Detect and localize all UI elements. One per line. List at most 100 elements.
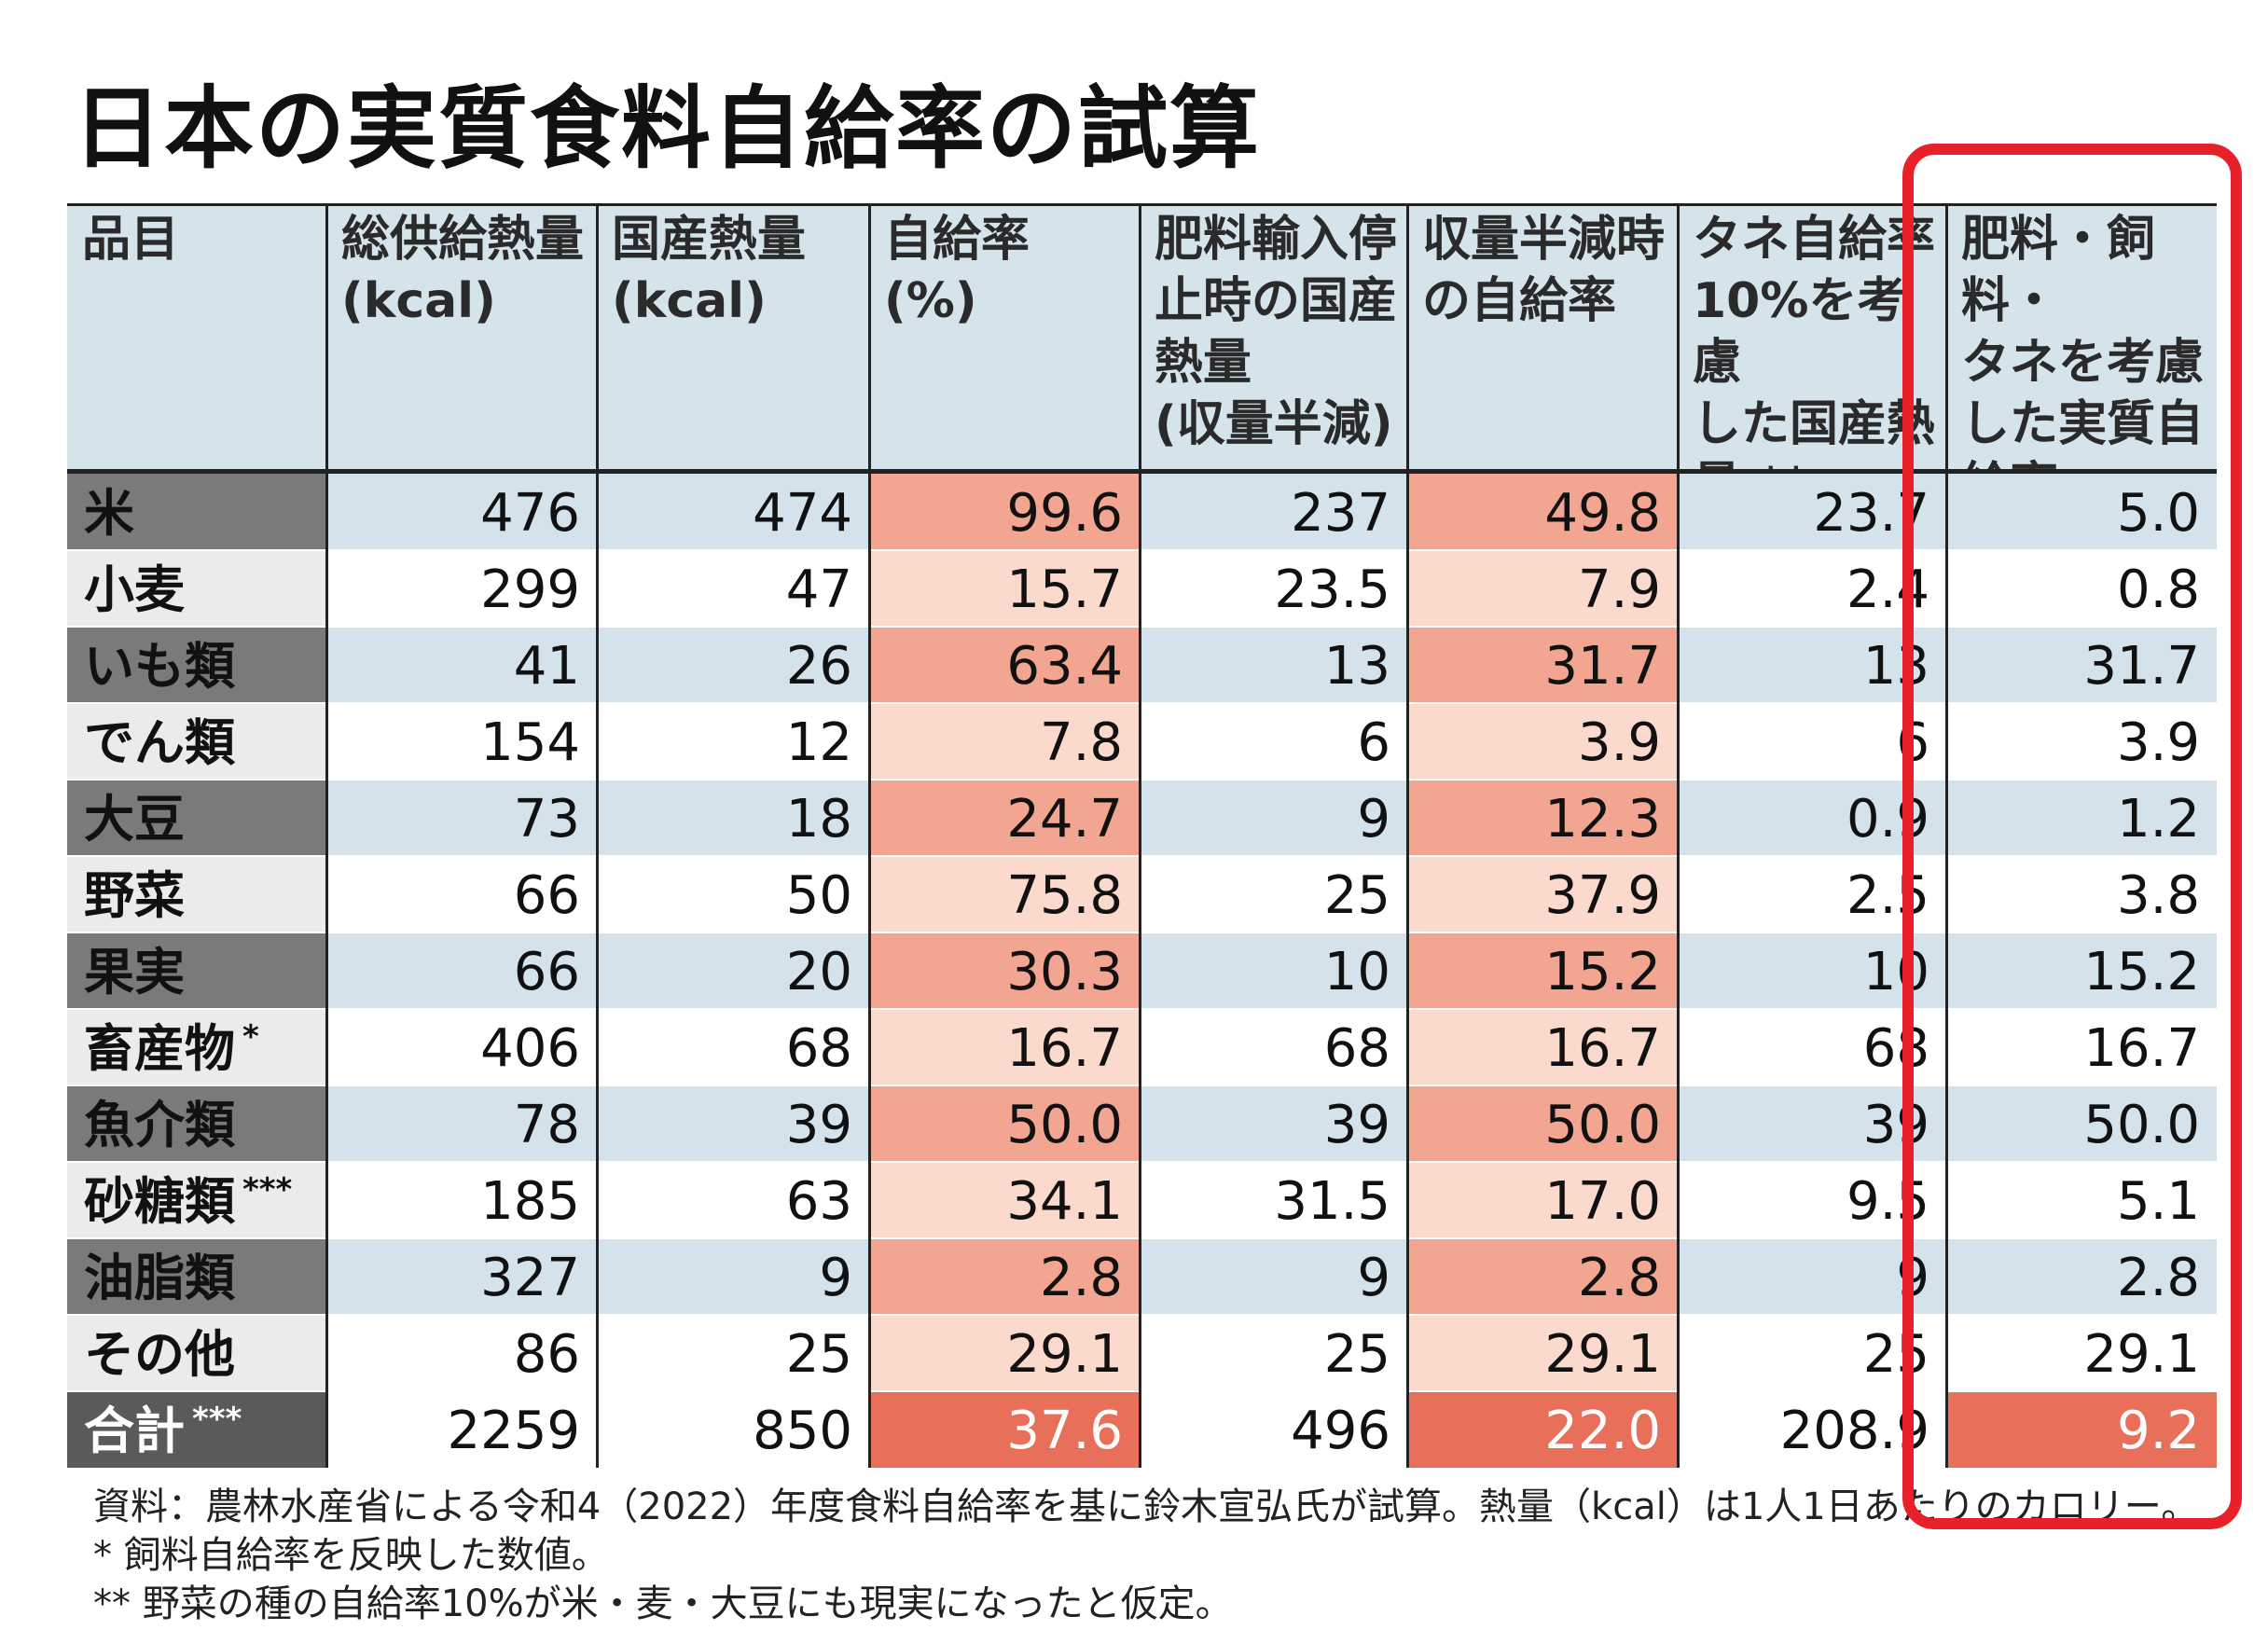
item-label: 油脂類 [84, 1249, 235, 1307]
item-name: 米 [67, 474, 326, 550]
rate-cell: 99.6 [869, 474, 1140, 550]
domestic-cell: 18 [597, 780, 869, 856]
total-supply-cell: 66 [326, 932, 597, 1009]
table-row: 小麦 299 47 15.7 23.5 7.9 2.4 0.8 [67, 550, 2217, 627]
table-row: 砂糖類 *** 185 63 34.1 31.5 17.0 9.5 5.1 [67, 1162, 2217, 1238]
item-label: 果実 [84, 943, 185, 1001]
table-row: 果実 66 20 30.3 10 15.2 10 15.2 [67, 932, 2217, 1009]
item-label: 砂糖類 [84, 1172, 235, 1231]
no-fertilizer-cell: 68 [1140, 1009, 1407, 1085]
item-name: でん類 [67, 703, 326, 780]
real-rate-cell: 5.1 [1946, 1162, 2217, 1238]
row-separator [67, 626, 2217, 628]
row-separator [67, 1237, 2217, 1239]
real-rate-cell: 2.8 [1946, 1238, 2217, 1315]
real-rate-cell: 9.2 [1946, 1391, 2217, 1468]
table-row: いも類 41 26 63.4 13 31.7 13 31.7 [67, 627, 2217, 703]
total-supply-cell: 476 [326, 474, 597, 550]
item-name: その他 [67, 1315, 326, 1391]
table-total-row: 合計 *** 2259 850 37.6 496 22.0 208.9 9.2 [67, 1391, 2217, 1468]
half-yield-rate-cell: 2.8 [1407, 1238, 1678, 1315]
no-fertilizer-cell: 9 [1140, 1238, 1407, 1315]
item-label: 合計 [84, 1402, 185, 1460]
total-supply-cell: 327 [326, 1238, 597, 1315]
item-label: 小麦 [84, 560, 185, 619]
half-yield-rate-cell: 15.2 [1407, 932, 1678, 1009]
row-separator [67, 779, 2217, 780]
domestic-cell: 39 [597, 1085, 869, 1162]
header-seed: タネ自給率 10%を考慮 した国産熱 量 ** [1693, 212, 1936, 514]
domestic-cell: 26 [597, 627, 869, 703]
item-name: 合計 *** [67, 1391, 326, 1468]
column-divider [868, 203, 871, 1468]
row-separator [67, 855, 2217, 857]
real-rate-cell: 16.7 [1946, 1009, 2217, 1085]
domestic-cell: 25 [597, 1315, 869, 1391]
total-supply-cell: 86 [326, 1315, 597, 1391]
seed-cell: 0.9 [1678, 780, 1946, 856]
rate-cell: 16.7 [869, 1009, 1140, 1085]
item-label: 野菜 [84, 866, 185, 925]
seed-cell: 2.5 [1678, 856, 1946, 932]
real-rate-cell: 1.2 [1946, 780, 2217, 856]
seed-cell: 13 [1678, 627, 1946, 703]
rate-cell: 30.3 [869, 932, 1140, 1009]
column-divider [596, 203, 599, 1468]
footnote-source: 資料：農林水産省による令和4（2022）年度食料自給率を基に鈴木宣弘氏が試算。熱… [93, 1485, 2199, 1528]
real-rate-cell: 3.8 [1946, 856, 2217, 932]
item-label: いも類 [84, 637, 235, 696]
domestic-cell: 12 [597, 703, 869, 780]
real-rate-highlight-box [1902, 144, 2242, 1529]
row-separator [67, 1314, 2217, 1316]
item-note-mark: * [242, 1018, 259, 1056]
total-supply-cell: 406 [326, 1009, 597, 1085]
table-row: 大豆 73 18 24.7 9 12.3 0.9 1.2 [67, 780, 2217, 856]
total-supply-cell: 2259 [326, 1391, 597, 1468]
no-fertilizer-cell: 13 [1140, 627, 1407, 703]
item-note-mark: *** [242, 1171, 293, 1209]
real-rate-cell: 5.0 [1946, 474, 2217, 550]
column-divider [1139, 203, 1141, 1468]
table-row: 油脂類 327 9 2.8 9 2.8 9 2.8 [67, 1238, 2217, 1315]
seed-cell: 68 [1678, 1009, 1946, 1085]
table-row: 畜産物 * 406 68 16.7 68 16.7 68 16.7 [67, 1009, 2217, 1085]
column-divider [325, 203, 328, 1468]
half-yield-rate-cell: 49.8 [1407, 474, 1678, 550]
total-supply-cell: 299 [326, 550, 597, 627]
header-total-supply: 総供給熱量 (kcal) [341, 212, 585, 329]
no-fertilizer-cell: 39 [1140, 1085, 1407, 1162]
real-rate-cell: 15.2 [1946, 932, 2217, 1009]
half-yield-rate-cell: 37.9 [1407, 856, 1678, 932]
item-label: その他 [84, 1325, 235, 1384]
domestic-cell: 850 [597, 1391, 869, 1468]
domestic-cell: 474 [597, 474, 869, 550]
no-fertilizer-cell: 237 [1140, 474, 1407, 550]
row-separator [67, 549, 2217, 551]
half-yield-rate-cell: 17.0 [1407, 1162, 1678, 1238]
total-supply-cell: 66 [326, 856, 597, 932]
no-fertilizer-cell: 9 [1140, 780, 1407, 856]
row-separator [67, 1390, 2217, 1392]
item-name: 油脂類 [67, 1238, 326, 1315]
half-yield-rate-cell: 3.9 [1407, 703, 1678, 780]
header-real-rate: 肥料・飼料・ タネを考慮 した実質自 給率 [1961, 212, 2205, 514]
item-note-mark: *** [192, 1401, 242, 1438]
seed-cell: 2.4 [1678, 550, 1946, 627]
no-fertilizer-cell: 10 [1140, 932, 1407, 1009]
half-yield-rate-cell: 31.7 [1407, 627, 1678, 703]
column-divider [1406, 203, 1409, 1468]
rate-cell: 37.6 [869, 1391, 1140, 1468]
footnote-feed: * 飼料自給率を反映した数値。 [93, 1534, 609, 1577]
item-name: 小麦 [67, 550, 326, 627]
half-yield-rate-cell: 12.3 [1407, 780, 1678, 856]
no-fertilizer-cell: 23.5 [1140, 550, 1407, 627]
table-header-background [67, 203, 2217, 469]
real-rate-cell: 50.0 [1946, 1085, 2217, 1162]
row-separator [67, 1008, 2217, 1010]
seed-cell: 39 [1678, 1085, 1946, 1162]
rate-cell: 2.8 [869, 1238, 1140, 1315]
row-separator [67, 932, 2217, 933]
rate-cell: 24.7 [869, 780, 1140, 856]
no-fertilizer-cell: 25 [1140, 856, 1407, 932]
no-fertilizer-cell: 496 [1140, 1391, 1407, 1468]
